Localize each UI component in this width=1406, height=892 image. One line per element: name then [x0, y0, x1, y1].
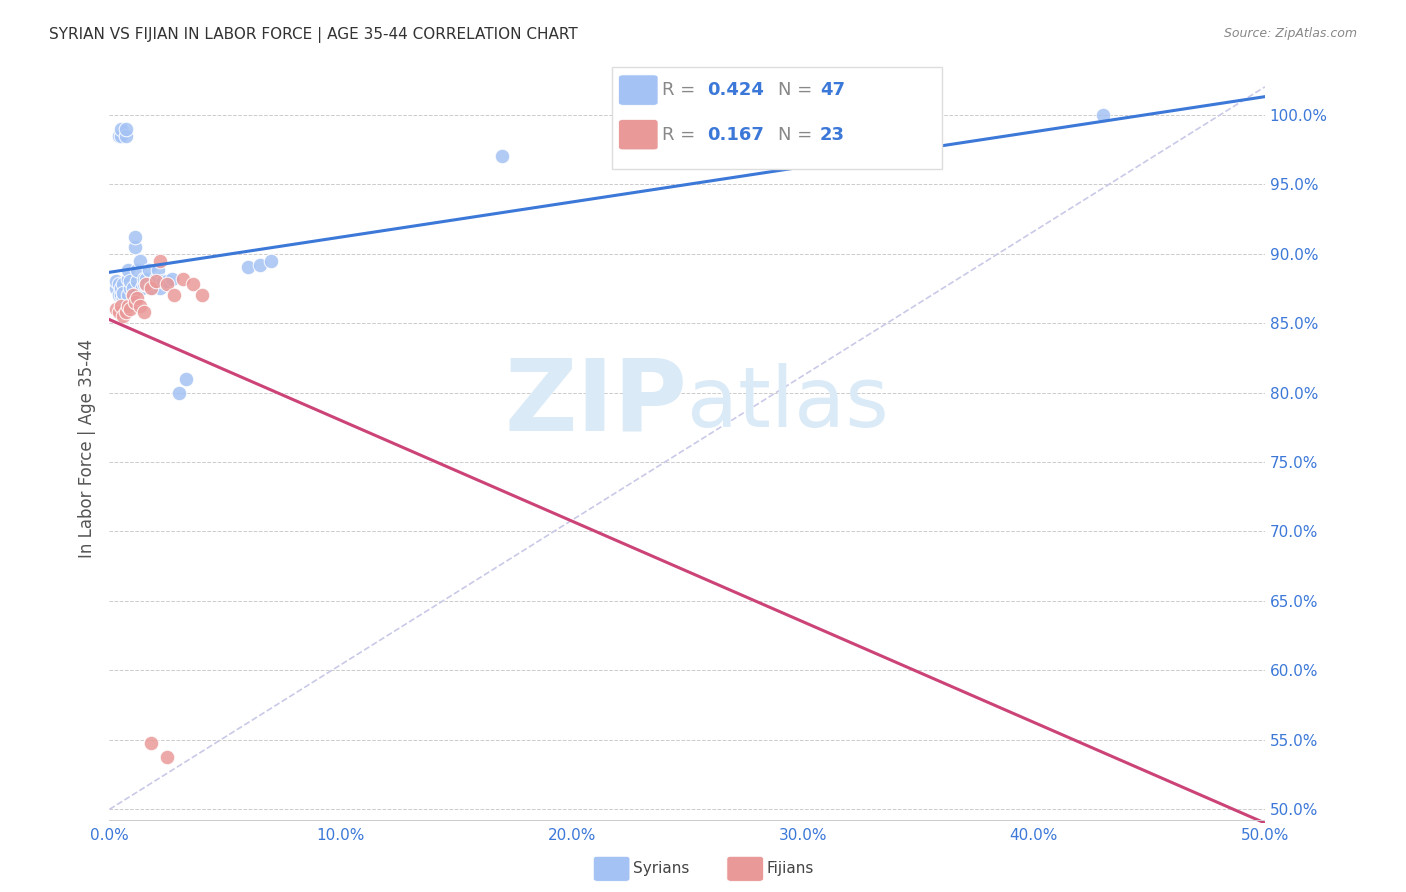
- Point: [131, 281, 153, 295]
- Point: [112, 277, 135, 292]
- Point: [127, 263, 149, 277]
- Point: [120, 302, 142, 317]
- Point: [121, 288, 143, 302]
- Text: ZIP: ZIP: [505, 355, 688, 451]
- Text: R =: R =: [662, 126, 702, 144]
- Point: [149, 281, 172, 295]
- Point: [117, 271, 139, 285]
- Point: [163, 288, 186, 302]
- Point: [260, 253, 283, 268]
- Point: [135, 271, 157, 285]
- Text: SYRIAN VS FIJIAN IN LABOR FORCE | AGE 35-44 CORRELATION CHART: SYRIAN VS FIJIAN IN LABOR FORCE | AGE 35…: [49, 27, 578, 43]
- Point: [110, 128, 132, 143]
- Point: [156, 274, 179, 288]
- Point: [149, 253, 172, 268]
- Point: [121, 281, 143, 295]
- Point: [105, 274, 128, 288]
- Point: [152, 274, 174, 288]
- Point: [107, 288, 129, 302]
- Point: [128, 253, 150, 268]
- Point: [105, 302, 128, 317]
- Point: [139, 281, 162, 295]
- Point: [120, 281, 142, 295]
- Point: [191, 288, 214, 302]
- Text: atlas: atlas: [688, 362, 889, 443]
- Point: [134, 271, 156, 285]
- Point: [114, 305, 136, 319]
- Point: [156, 749, 179, 764]
- Point: [167, 385, 190, 400]
- Point: [117, 288, 139, 302]
- Point: [138, 263, 160, 277]
- Point: [112, 309, 135, 323]
- Point: [107, 128, 129, 143]
- Point: [135, 277, 157, 292]
- Point: [112, 285, 135, 300]
- Point: [142, 281, 165, 295]
- Point: [156, 277, 179, 292]
- Point: [127, 291, 149, 305]
- Point: [121, 288, 143, 302]
- Point: [491, 149, 513, 163]
- Text: N =: N =: [778, 81, 817, 99]
- Y-axis label: In Labor Force | Age 35-44: In Labor Force | Age 35-44: [79, 339, 96, 558]
- Point: [110, 288, 132, 302]
- Point: [110, 299, 132, 313]
- Point: [1092, 108, 1115, 122]
- Point: [110, 121, 132, 136]
- Point: [145, 274, 167, 288]
- Point: [114, 121, 136, 136]
- Point: [117, 299, 139, 313]
- Point: [117, 263, 139, 277]
- Text: 23: 23: [820, 126, 845, 144]
- Point: [134, 277, 156, 292]
- Point: [128, 299, 150, 313]
- Point: [139, 277, 162, 292]
- Point: [112, 291, 135, 305]
- Point: [139, 736, 162, 750]
- Point: [160, 271, 183, 285]
- Point: [105, 281, 128, 295]
- Point: [107, 305, 129, 319]
- Point: [236, 260, 259, 275]
- Text: Syrians: Syrians: [633, 862, 689, 876]
- Point: [107, 277, 129, 292]
- Point: [249, 258, 271, 272]
- Point: [135, 277, 157, 292]
- Point: [145, 271, 167, 285]
- Point: [114, 128, 136, 143]
- Point: [146, 263, 169, 277]
- Text: N =: N =: [778, 126, 817, 144]
- Point: [124, 240, 146, 254]
- Point: [127, 274, 149, 288]
- Point: [120, 274, 142, 288]
- Text: Source: ZipAtlas.com: Source: ZipAtlas.com: [1223, 27, 1357, 40]
- Text: 0.424: 0.424: [707, 81, 763, 99]
- Point: [172, 271, 194, 285]
- Point: [174, 371, 197, 385]
- Point: [134, 305, 156, 319]
- Point: [181, 277, 204, 292]
- Point: [110, 281, 132, 295]
- Text: Fijians: Fijians: [766, 862, 814, 876]
- Text: 47: 47: [820, 81, 845, 99]
- Text: 0.167: 0.167: [707, 126, 763, 144]
- Point: [124, 230, 146, 244]
- Point: [124, 295, 146, 310]
- Text: R =: R =: [662, 81, 702, 99]
